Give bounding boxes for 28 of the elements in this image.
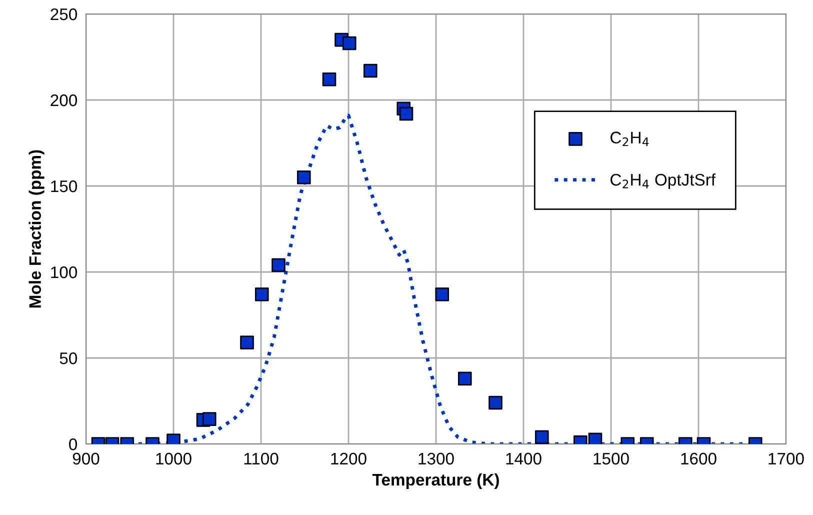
x-tick-label: 1100 [244,452,278,465]
y-tick-label: 200 [50,94,78,106]
x-tick-label: 1400 [506,452,542,465]
point [272,258,286,272]
point [296,170,311,184]
x-tick-label: 900 [72,452,100,465]
y-tick-label: 0 [69,438,78,450]
point [435,287,450,302]
point [322,72,336,86]
x-tick-label: 1600 [681,452,716,465]
point [254,287,269,302]
x-tick-label: 1500 [594,452,629,465]
x-tick-label: 1200 [331,452,366,465]
point [399,106,414,121]
y-axis-title: Mole Fraction (ppm) [28,150,44,308]
y-tick-label: 100 [51,266,78,278]
x-tick-label: 1000 [156,452,192,465]
x-tick-label: 1300 [418,452,454,465]
legend-label: C$_{2}$H$_{4}$ [610,132,649,146]
y-tick-label: 250 [50,8,78,20]
x-axis-title: Temperature (K) [372,473,499,489]
point [588,432,602,444]
y-tick-label: 150 [51,180,78,192]
point [363,64,378,78]
y-tick-label: 50 [60,352,78,364]
point [342,36,356,50]
x-tick-label: 1700 [768,452,804,465]
legend-label: C$_{2}$H$_{4}$ OptJtSrf [610,173,716,189]
